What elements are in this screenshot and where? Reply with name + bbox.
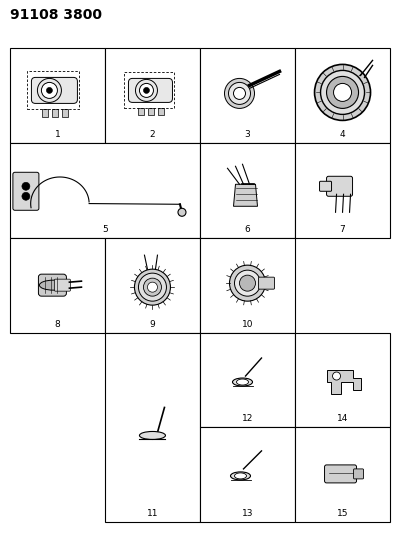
Bar — [10, 48, 105, 143]
Ellipse shape — [139, 432, 166, 440]
Bar — [139, 108, 145, 116]
Circle shape — [139, 83, 154, 98]
Bar — [200, 427, 295, 522]
Text: 11: 11 — [147, 510, 158, 518]
Bar — [105, 48, 200, 143]
Circle shape — [143, 87, 149, 93]
Bar — [295, 427, 390, 522]
Circle shape — [147, 282, 158, 292]
Text: 3: 3 — [245, 130, 250, 139]
Circle shape — [327, 76, 358, 108]
Text: 4: 4 — [340, 130, 345, 139]
Text: 15: 15 — [337, 510, 348, 518]
FancyBboxPatch shape — [320, 181, 331, 191]
Circle shape — [225, 78, 255, 108]
Text: 10: 10 — [242, 320, 253, 328]
Circle shape — [143, 278, 162, 296]
Bar — [124, 72, 175, 108]
FancyBboxPatch shape — [327, 176, 352, 196]
Text: 6: 6 — [245, 225, 250, 233]
Circle shape — [320, 70, 365, 115]
Text: 1: 1 — [55, 130, 60, 139]
FancyBboxPatch shape — [13, 172, 39, 211]
Circle shape — [333, 83, 352, 101]
Circle shape — [42, 83, 57, 99]
FancyBboxPatch shape — [31, 77, 78, 103]
Text: 2: 2 — [150, 130, 155, 139]
Bar — [105, 333, 200, 522]
Text: 9: 9 — [150, 320, 155, 328]
Bar — [295, 48, 390, 143]
Text: 8: 8 — [55, 320, 60, 328]
Ellipse shape — [234, 473, 246, 479]
Bar — [10, 143, 200, 238]
Circle shape — [178, 208, 186, 216]
Ellipse shape — [236, 379, 249, 385]
Ellipse shape — [232, 378, 253, 386]
Circle shape — [22, 182, 30, 190]
FancyBboxPatch shape — [354, 469, 364, 479]
Ellipse shape — [230, 472, 251, 480]
Bar — [295, 333, 390, 427]
Text: 13: 13 — [242, 510, 253, 518]
Circle shape — [234, 270, 261, 296]
Bar — [200, 238, 295, 333]
Bar — [27, 71, 80, 109]
FancyBboxPatch shape — [325, 465, 356, 483]
Circle shape — [230, 265, 265, 301]
Text: 14: 14 — [337, 415, 348, 423]
Circle shape — [240, 275, 255, 291]
Bar — [105, 238, 200, 333]
Polygon shape — [234, 184, 257, 206]
Bar — [42, 109, 48, 117]
Bar — [200, 333, 295, 427]
Bar — [148, 108, 154, 116]
Bar — [52, 109, 59, 117]
Bar — [200, 143, 295, 238]
FancyBboxPatch shape — [54, 279, 70, 291]
Text: 7: 7 — [340, 225, 345, 233]
Circle shape — [314, 64, 371, 120]
Polygon shape — [327, 370, 360, 394]
FancyBboxPatch shape — [128, 78, 173, 102]
Circle shape — [234, 87, 246, 100]
FancyBboxPatch shape — [38, 274, 67, 296]
Bar — [158, 108, 164, 116]
Circle shape — [228, 83, 251, 104]
Text: 5: 5 — [102, 225, 108, 233]
Text: 91108 3800: 91108 3800 — [10, 8, 102, 22]
Circle shape — [139, 273, 166, 301]
Text: 12: 12 — [242, 415, 253, 423]
Bar — [10, 238, 105, 333]
Circle shape — [22, 192, 30, 200]
Circle shape — [333, 372, 341, 380]
Bar — [295, 143, 390, 238]
Bar — [63, 109, 69, 117]
Circle shape — [135, 269, 170, 305]
FancyBboxPatch shape — [259, 277, 274, 289]
Bar — [200, 48, 295, 143]
Circle shape — [46, 87, 52, 93]
Ellipse shape — [40, 280, 67, 290]
